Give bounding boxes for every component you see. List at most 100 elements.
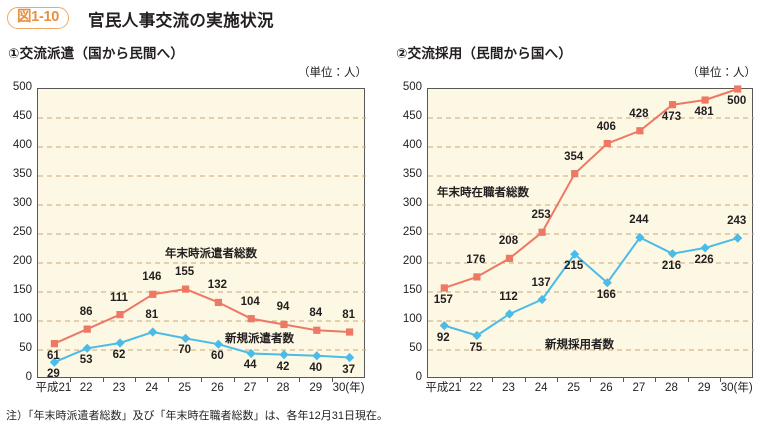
y-axis-tick-label: 200 [402, 255, 422, 267]
x-axis-tick-mark [590, 378, 591, 382]
data-point-marker [346, 328, 354, 336]
x-axis-tick-mark [266, 378, 268, 382]
left-chart-title: ①交流派遣（国から民間へ） [8, 46, 185, 61]
data-point-value-label: 244 [629, 214, 649, 227]
data-point-value-label: 146 [142, 271, 162, 284]
data-point-marker [82, 343, 92, 353]
data-point-value-label: 176 [466, 253, 486, 266]
x-axis-tick-mark [135, 378, 137, 382]
data-point-marker [149, 290, 157, 298]
data-point-value-label: 111 [110, 291, 128, 304]
data-point-marker [505, 254, 514, 262]
y-axis-tick-label: 100 [402, 313, 422, 325]
data-point-marker [504, 309, 515, 319]
y-axis-tick-label: 250 [402, 226, 422, 238]
figure-header: 図1-10 官民人事交流の実施状況 [0, 0, 760, 36]
data-point-value-label: 62 [112, 349, 126, 362]
y-axis-tick-label: 50 [409, 342, 422, 354]
data-point-value-label: 94 [276, 301, 290, 314]
data-point-value-label: 40 [309, 361, 323, 374]
data-point-value-label: 253 [531, 209, 551, 222]
data-point-value-label: 92 [436, 331, 450, 344]
data-point-marker [50, 340, 58, 348]
data-point-marker [247, 315, 255, 323]
data-point-marker [148, 327, 158, 337]
right-chart-title: ②交流採用（民間から国へ） [396, 46, 573, 61]
data-point-value-label: 60 [210, 350, 224, 363]
x-axis-tick-label: 28 [665, 382, 678, 394]
data-point-marker [280, 320, 288, 329]
footnote: 注）「年末時派遣者総数」及び「年末時在職者総数」は、各年12月31日現在。 [6, 410, 388, 422]
data-point-value-label: 137 [531, 276, 551, 289]
figure-number-badge: 図1-10 [7, 7, 69, 29]
y-axis-tick-label: 0 [415, 371, 422, 383]
data-point-value-label: 61 [46, 349, 60, 362]
y-axis-tick-label: 300 [12, 197, 32, 209]
series-annotation-blue: 新規採用者数 [545, 339, 614, 351]
x-axis-tick-label: 24 [145, 382, 159, 394]
series-line-blue [54, 331, 350, 364]
data-point-marker [537, 294, 547, 305]
x-axis-tick-label: 29 [697, 382, 711, 394]
series-line-red [53, 288, 350, 345]
y-axis-tick-label: 500 [12, 81, 32, 93]
data-point-marker [182, 285, 190, 293]
data-point-value-label: 75 [469, 341, 483, 354]
y-axis-tick-label: 350 [402, 168, 422, 180]
data-point-marker [116, 311, 124, 319]
data-point-value-label: 112 [499, 291, 518, 304]
data-point-marker [700, 243, 710, 253]
data-point-marker [472, 330, 482, 341]
x-axis-tick-mark [655, 378, 657, 382]
x-axis-tick-label: 27 [243, 382, 257, 394]
data-point-value-label: 243 [727, 215, 747, 228]
y-axis-tick-label: 0 [25, 371, 32, 383]
x-axis-tick-label: 23 [112, 382, 126, 394]
left-chart-unit-label: （単位：人） [298, 67, 367, 79]
data-point-value-label: 473 [661, 110, 682, 123]
data-point-marker [440, 284, 448, 292]
x-axis-tick-mark [459, 378, 461, 382]
data-point-value-label: 354 [564, 150, 584, 163]
data-point-value-label: 481 [694, 106, 714, 119]
x-axis-tick-label: 平成21 [35, 382, 72, 394]
x-axis-tick-label: 25 [178, 382, 191, 394]
data-point-marker [473, 273, 481, 281]
data-point-value-label: 500 [727, 95, 747, 107]
x-axis-tick-label: 23 [502, 382, 515, 394]
series-annotation-red: 年末時在職者総数 [437, 187, 529, 199]
data-point-marker [214, 298, 222, 307]
x-axis-tick-label: 26 [599, 382, 613, 394]
data-point-marker [538, 228, 546, 236]
x-axis-tick-label: 26 [210, 382, 224, 394]
data-point-marker [83, 325, 91, 333]
data-point-value-label: 428 [629, 107, 649, 120]
y-axis-tick-label: 450 [12, 110, 32, 122]
chart-svg [428, 85, 754, 351]
y-axis-tick-label: 150 [402, 284, 422, 296]
data-point-marker [667, 249, 678, 259]
x-axis-tick-label: 28 [276, 382, 290, 394]
data-point-value-label: 215 [564, 260, 584, 273]
page-title: 官民人事交流の実施状況 [88, 12, 274, 30]
data-point-marker [279, 350, 289, 360]
data-point-marker [668, 101, 677, 109]
y-axis-tick-label: 200 [12, 255, 32, 267]
x-axis-tick-mark [69, 378, 71, 382]
x-axis-tick-mark [687, 378, 689, 382]
data-point-marker [636, 127, 644, 135]
data-point-marker [603, 139, 611, 148]
y-axis-tick-label: 400 [12, 139, 32, 151]
data-point-marker [246, 348, 256, 359]
data-point-value-label: 84 [309, 307, 323, 320]
data-point-value-label: 86 [79, 306, 93, 319]
data-point-value-label: 81 [145, 309, 159, 322]
x-axis-tick-mark [299, 378, 301, 382]
x-axis-tick-label: 22 [469, 382, 483, 394]
y-axis-tick-label: 500 [402, 81, 422, 93]
x-axis-tick-mark [557, 378, 559, 382]
x-axis-tick-mark [233, 378, 235, 382]
data-point-value-label: 157 [433, 293, 453, 306]
data-point-marker [115, 338, 125, 348]
data-point-value-label: 104 [240, 295, 260, 308]
